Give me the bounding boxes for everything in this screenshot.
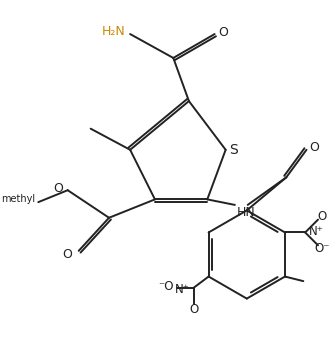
Text: O: O	[189, 303, 198, 316]
Text: O: O	[53, 182, 63, 195]
Text: N⁺: N⁺	[309, 225, 324, 238]
Text: HN: HN	[237, 206, 255, 219]
Text: O: O	[309, 140, 319, 154]
Text: O: O	[218, 26, 228, 39]
Text: ⁻O: ⁻O	[158, 280, 174, 293]
Text: N⁺: N⁺	[175, 283, 190, 296]
Text: O: O	[317, 210, 326, 223]
Text: S: S	[230, 143, 238, 157]
Text: O: O	[63, 248, 72, 261]
Text: methyl: methyl	[1, 194, 36, 204]
Text: O⁻: O⁻	[314, 242, 329, 255]
Text: H₂N: H₂N	[102, 25, 126, 38]
